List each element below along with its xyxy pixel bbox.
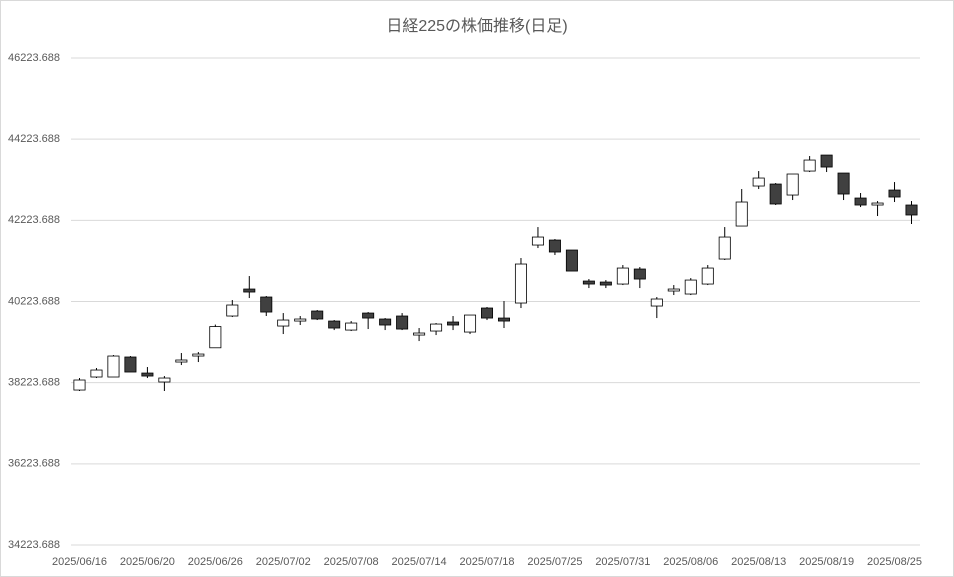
candle-body xyxy=(90,369,103,378)
x-tick-label: 2025/07/08 xyxy=(324,556,379,568)
candle-body xyxy=(345,322,358,331)
candle-body xyxy=(311,310,324,320)
candle-body xyxy=(888,189,901,198)
y-tick-label: 44223.688 xyxy=(8,133,60,145)
x-tick-label: 2025/08/19 xyxy=(799,556,854,568)
candle-body xyxy=(396,315,409,330)
x-tick-label: 2025/06/26 xyxy=(188,556,243,568)
candle-body xyxy=(905,204,918,216)
candle-body xyxy=(599,281,612,286)
candle-body xyxy=(192,353,205,357)
x-tick-label: 2025/07/02 xyxy=(256,556,311,568)
y-tick-label: 34223.688 xyxy=(8,539,60,551)
candle-body xyxy=(633,268,646,280)
candle-body xyxy=(582,280,595,285)
x-tick-label: 2025/07/14 xyxy=(392,556,447,568)
candle-body xyxy=(243,288,256,293)
candle-body xyxy=(871,202,884,206)
candle-body xyxy=(616,267,629,285)
y-tick-label: 36223.688 xyxy=(8,458,60,470)
candle-body xyxy=(837,172,850,195)
x-tick-label: 2025/07/25 xyxy=(527,556,582,568)
candle-body xyxy=(107,355,120,378)
y-tick-label: 42223.688 xyxy=(8,214,60,226)
y-tick-label: 40223.688 xyxy=(8,295,60,307)
candle-body xyxy=(752,177,765,187)
candle-body xyxy=(124,356,137,373)
y-tick-label: 38223.688 xyxy=(8,377,60,389)
x-tick-label: 2025/07/18 xyxy=(459,556,514,568)
candle-body xyxy=(497,317,510,322)
y-tick-label: 46223.688 xyxy=(8,52,60,64)
candle-body xyxy=(718,236,731,260)
candle-body xyxy=(328,320,341,329)
candle-body xyxy=(684,279,697,295)
candle-body xyxy=(701,267,714,285)
candle-body xyxy=(464,314,477,333)
x-tick-label: 2025/08/06 xyxy=(663,556,718,568)
candle-body xyxy=(447,321,460,326)
candle-body xyxy=(786,173,799,196)
candle-body xyxy=(531,236,544,246)
candle-body xyxy=(667,288,680,292)
candle-body xyxy=(854,197,867,206)
candle-body xyxy=(769,183,782,205)
candle-body xyxy=(158,377,171,383)
candle-body xyxy=(650,298,663,307)
candle-body xyxy=(735,201,748,227)
x-tick-label: 2025/06/20 xyxy=(120,556,175,568)
candle-body xyxy=(226,304,239,317)
candle-body xyxy=(481,307,494,319)
candle-body xyxy=(73,379,86,391)
candle-body xyxy=(514,263,527,304)
candle-body xyxy=(277,319,290,327)
x-tick-label: 2025/07/31 xyxy=(595,556,650,568)
candle-body xyxy=(362,312,375,319)
candle-body xyxy=(141,372,154,377)
x-tick-label: 2025/06/16 xyxy=(52,556,107,568)
candle-body xyxy=(260,296,273,313)
candle-body xyxy=(548,239,561,253)
candle-body xyxy=(209,326,222,349)
candle-body xyxy=(430,323,443,332)
candle-body xyxy=(803,159,816,172)
x-tick-label: 2025/08/13 xyxy=(731,556,786,568)
candle-body xyxy=(294,318,307,322)
candle-body xyxy=(413,332,426,336)
candle-body xyxy=(175,359,188,363)
candle-body xyxy=(820,154,833,168)
x-tick-label: 2025/08/25 xyxy=(867,556,922,568)
candle-body xyxy=(565,249,578,272)
candle-body xyxy=(379,318,392,326)
chart-title: 日経225の株価推移(日足) xyxy=(386,17,567,35)
